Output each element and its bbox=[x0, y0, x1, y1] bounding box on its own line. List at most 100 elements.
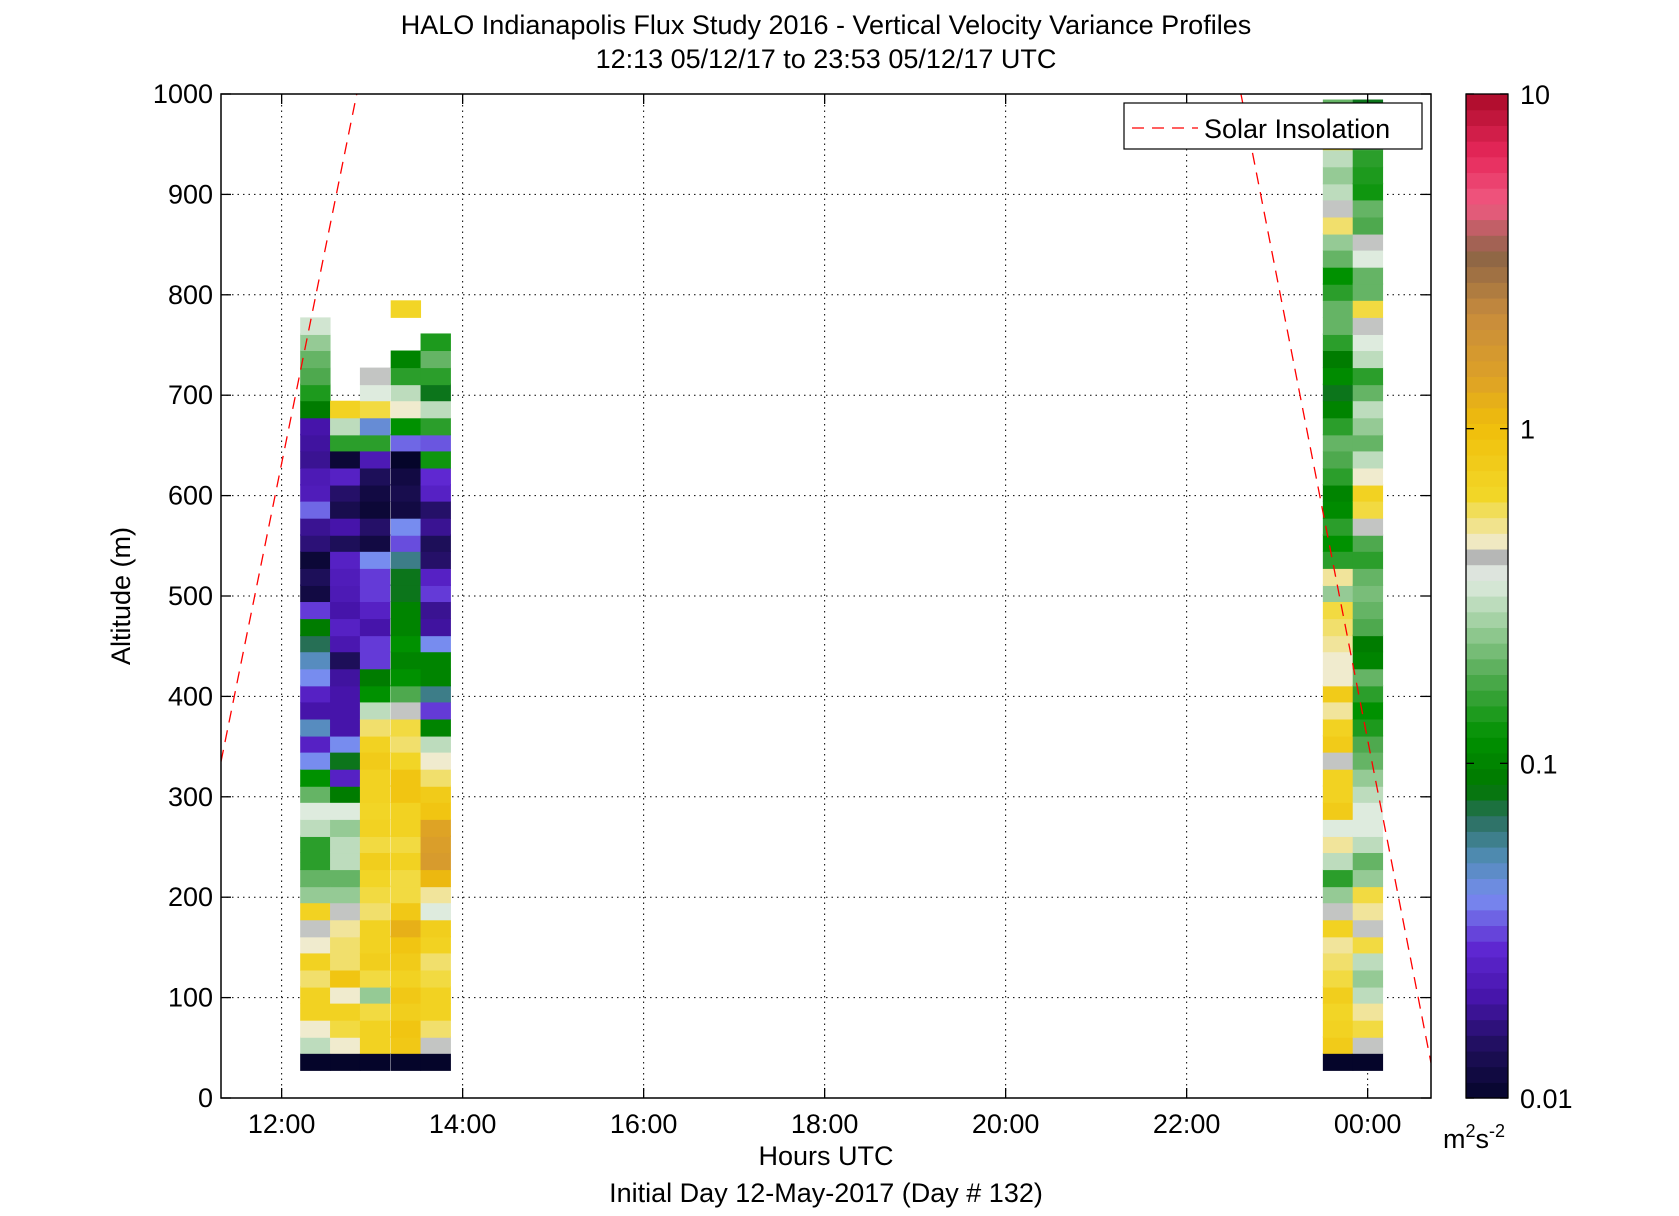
variance-cell bbox=[1322, 518, 1354, 536]
variance-cell bbox=[1322, 885, 1354, 904]
variance-cell bbox=[359, 752, 391, 770]
variance-cell bbox=[390, 819, 422, 837]
colorbar-step bbox=[1466, 705, 1508, 723]
colorbar-step bbox=[1466, 658, 1508, 676]
variance-cell bbox=[1322, 433, 1354, 452]
variance-cell bbox=[390, 300, 422, 318]
variance-cell bbox=[420, 433, 451, 452]
variance-cell bbox=[359, 534, 391, 552]
colorbar-step bbox=[1466, 737, 1508, 754]
colorbar-step bbox=[1466, 815, 1508, 832]
colorbar-step bbox=[1466, 517, 1508, 534]
variance-cell bbox=[390, 534, 422, 552]
colorbar-step bbox=[1466, 407, 1508, 425]
variance-cell bbox=[1352, 601, 1384, 620]
variance-cell bbox=[330, 668, 361, 687]
variance-cell bbox=[330, 618, 361, 637]
variance-cell bbox=[300, 367, 331, 386]
variance-cell bbox=[390, 986, 422, 1004]
variance-cell bbox=[359, 501, 391, 519]
variance-cell bbox=[420, 752, 451, 770]
variance-cell bbox=[420, 986, 451, 1004]
variance-cell bbox=[300, 484, 331, 502]
variance-cell bbox=[330, 819, 361, 837]
colorbar-tick-label: 10 bbox=[1520, 80, 1550, 110]
colorbar-step bbox=[1466, 674, 1508, 691]
variance-cell bbox=[1352, 684, 1384, 703]
variance-cell bbox=[330, 701, 361, 720]
variance-cell bbox=[330, 568, 361, 586]
variance-cell bbox=[300, 350, 331, 369]
variance-cell bbox=[330, 718, 361, 737]
colorbar-step bbox=[1466, 345, 1508, 362]
variance-cell bbox=[300, 684, 331, 703]
colorbar-unit-base: m bbox=[1443, 1124, 1466, 1154]
variance-cell bbox=[1352, 651, 1384, 670]
variance-cell bbox=[1352, 467, 1384, 486]
colorbar-step bbox=[1466, 752, 1508, 770]
variance-cell bbox=[420, 484, 451, 502]
variance-cell bbox=[390, 433, 422, 452]
variance-cell bbox=[1322, 333, 1354, 352]
colorbar-step bbox=[1466, 768, 1508, 785]
variance-cell bbox=[359, 668, 391, 687]
colorbar-step bbox=[1466, 831, 1508, 848]
variance-cell bbox=[390, 785, 422, 803]
solar-insolation-line bbox=[221, 94, 358, 762]
variance-cell bbox=[1322, 1020, 1354, 1038]
variance-cell bbox=[1352, 802, 1384, 820]
variance-cell bbox=[300, 919, 331, 938]
variance-cell bbox=[420, 518, 451, 536]
variance-cell bbox=[300, 835, 331, 854]
variance-cell bbox=[359, 1036, 391, 1054]
variance-cell bbox=[420, 1020, 451, 1038]
legend-box bbox=[1123, 102, 1423, 150]
colorbar-step bbox=[1466, 360, 1508, 377]
variance-cell bbox=[330, 735, 361, 753]
variance-cell bbox=[1352, 333, 1384, 352]
variance-cell bbox=[300, 701, 331, 720]
variance-cell bbox=[1352, 885, 1384, 904]
variance-cell bbox=[390, 450, 422, 469]
variance-cell bbox=[420, 534, 451, 552]
variance-cell bbox=[390, 1036, 422, 1054]
colorbar-step bbox=[1466, 784, 1508, 801]
variance-cell bbox=[330, 518, 361, 536]
variance-cell bbox=[359, 467, 391, 486]
variance-cell bbox=[1352, 869, 1384, 888]
variance-cell bbox=[300, 400, 331, 419]
variance-cell bbox=[330, 1036, 361, 1054]
variance-cell bbox=[330, 885, 361, 904]
variance-cell bbox=[420, 869, 451, 888]
variance-cell bbox=[1352, 400, 1384, 419]
colorbar-step bbox=[1466, 439, 1508, 456]
variance-cell bbox=[390, 601, 422, 620]
colorbar-step bbox=[1466, 847, 1508, 864]
variance-cell bbox=[300, 433, 331, 452]
variance-cell bbox=[1322, 668, 1354, 687]
variance-cell bbox=[1322, 902, 1354, 921]
variance-cell bbox=[1322, 584, 1354, 603]
variance-cell bbox=[1322, 718, 1354, 737]
variance-cell bbox=[330, 433, 361, 452]
variance-cell bbox=[420, 852, 451, 871]
variance-cell bbox=[1352, 199, 1384, 218]
variance-cell bbox=[1352, 233, 1384, 251]
variance-cell bbox=[390, 802, 422, 820]
variance-cell bbox=[359, 383, 391, 402]
variance-cell bbox=[300, 769, 331, 787]
variance-cell bbox=[300, 518, 331, 536]
variance-cell bbox=[390, 835, 422, 854]
colorbar-step bbox=[1466, 894, 1508, 911]
variance-cell bbox=[420, 718, 451, 737]
colorbar-frame bbox=[1465, 93, 1509, 1099]
y-tick-label: 900 bbox=[168, 179, 213, 209]
variance-cell bbox=[300, 584, 331, 603]
variance-cell bbox=[359, 701, 391, 720]
variance-cell bbox=[1352, 668, 1384, 687]
colorbar-step bbox=[1466, 188, 1508, 205]
variance-cell bbox=[359, 400, 391, 419]
variance-cell bbox=[390, 769, 422, 787]
variance-cell bbox=[420, 584, 451, 603]
